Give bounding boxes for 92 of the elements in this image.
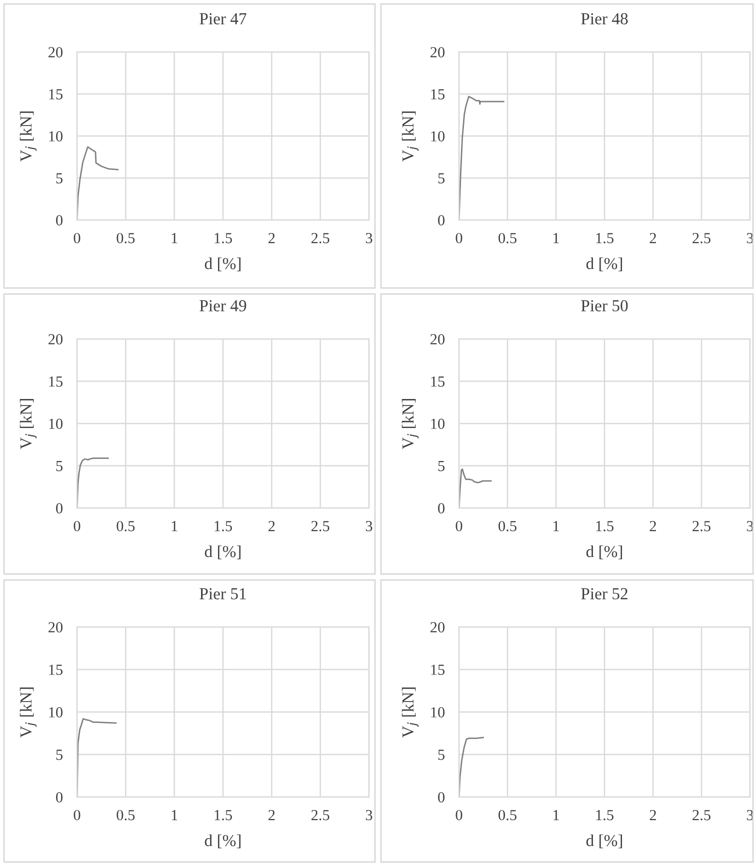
- x-axis-title: d [%]: [204, 834, 241, 848]
- y-axis-title: V$_{j}$ [kN]: [402, 112, 419, 162]
- x-tick-label: 0: [74, 232, 80, 244]
- x-tick-label: 1.5: [596, 810, 614, 820]
- x-tick-label: 0.5: [498, 810, 516, 820]
- x-tick-label: 3: [366, 810, 372, 820]
- y-tick-label: 15: [49, 89, 63, 100]
- y-tick-label: 5: [56, 750, 63, 760]
- x-tick-label: 0.5: [116, 232, 135, 244]
- x-tick-label: 1: [172, 521, 178, 532]
- x-tick-label: 2.5: [692, 520, 710, 532]
- y-tick-label: 20: [430, 622, 445, 632]
- y-tick-label: 0: [56, 503, 63, 514]
- x-tick-label: 3: [366, 520, 372, 532]
- x-axis-title: d [%]: [586, 257, 622, 272]
- y-axis-title: V$_{j}$ [kN]: [402, 399, 419, 450]
- chart-title: Pier 48: [581, 13, 628, 24]
- x-tick-label: 1.5: [214, 233, 232, 244]
- chart-title: Pier 51: [200, 588, 246, 600]
- x-tick-label: 1: [172, 233, 178, 244]
- y-tick-label: 0: [438, 215, 445, 226]
- y-tick-label: 5: [438, 173, 445, 184]
- x-tick-label: 1.5: [596, 521, 614, 532]
- x-tick-label: 0: [456, 232, 462, 244]
- x-tick-label: 0.5: [116, 520, 135, 532]
- x-tick-label: 1.5: [214, 521, 232, 532]
- x-tick-label: 0.5: [498, 520, 516, 532]
- y-tick-label: 15: [431, 664, 445, 675]
- x-tick-label: 2.5: [692, 232, 710, 244]
- x-tick-label: 2: [650, 232, 656, 244]
- x-tick-label: 2: [268, 810, 275, 820]
- y-axis-title: V$_{j}$ [kN]: [20, 112, 37, 162]
- x-tick-label: 2.5: [311, 810, 330, 820]
- y-tick-label: 5: [438, 750, 445, 760]
- x-tick-label: 2.5: [692, 810, 710, 820]
- y-axis-title: V$_{j}$ [kN]: [20, 688, 37, 738]
- x-tick-label: 0: [74, 520, 80, 532]
- x-tick-label: 1.5: [214, 810, 232, 820]
- y-tick-label: 20: [48, 334, 63, 344]
- y-tick-label: 5: [56, 461, 63, 472]
- chart-title: Pier 49: [200, 300, 246, 312]
- y-tick-label: 15: [431, 376, 445, 387]
- x-tick-label: 0.5: [116, 810, 135, 820]
- chart-title: Pier 50: [581, 300, 628, 312]
- y-tick-label: 0: [56, 792, 63, 802]
- x-tick-label: 3: [366, 232, 372, 244]
- y-tick-label: 0: [56, 215, 63, 226]
- y-tick-label: 5: [438, 461, 445, 472]
- x-axis-title: d [%]: [204, 257, 241, 272]
- chart-title: Pier 52: [581, 588, 628, 600]
- y-tick-label: 10: [49, 707, 63, 718]
- y-axis-title: V$_{j}$ [kN]: [20, 399, 37, 450]
- x-tick-label: 2.5: [311, 232, 330, 244]
- y-tick-label: 15: [49, 664, 63, 675]
- x-tick-label: 2: [268, 520, 275, 532]
- y-tick-label: 20: [430, 334, 445, 344]
- x-axis-title: d [%]: [586, 834, 622, 848]
- x-tick-label: 2.5: [311, 520, 330, 532]
- y-tick-label: 10: [49, 418, 63, 429]
- x-tick-label: 0: [456, 810, 462, 820]
- x-tick-label: 1: [554, 810, 559, 820]
- x-tick-label: 1: [172, 810, 178, 820]
- y-tick-label: 20: [48, 47, 63, 58]
- y-tick-label: 10: [431, 418, 445, 429]
- y-tick-label: 15: [431, 89, 445, 100]
- line-series: [459, 468, 492, 508]
- x-axis-title: d [%]: [204, 545, 241, 560]
- x-tick-label: 1: [554, 521, 559, 532]
- line-series: [459, 736, 484, 797]
- x-tick-label: 2: [268, 232, 275, 244]
- line-series: [77, 457, 109, 508]
- x-axis-title: d [%]: [586, 545, 622, 560]
- y-tick-label: 20: [48, 622, 63, 632]
- x-tick-label: 2: [650, 810, 656, 820]
- x-tick-label: 0: [456, 520, 462, 532]
- line-series: [459, 96, 504, 220]
- x-tick-label: 2: [650, 520, 656, 532]
- y-axis-title: V$_{j}$ [kN]: [402, 688, 419, 738]
- x-tick-label: 1.5: [596, 233, 614, 244]
- y-tick-label: 0: [438, 503, 445, 514]
- y-tick-label: 10: [431, 707, 445, 718]
- y-tick-label: 10: [49, 131, 63, 142]
- x-tick-label: 0: [74, 810, 80, 820]
- x-tick-label: 0.5: [498, 232, 516, 244]
- x-tick-label: 1: [554, 233, 559, 244]
- line-series: [77, 146, 119, 220]
- chart-title: Pier 47: [200, 13, 246, 24]
- y-tick-label: 5: [56, 173, 63, 184]
- y-tick-label: 20: [430, 47, 445, 58]
- y-tick-label: 15: [49, 376, 63, 387]
- y-tick-label: 10: [431, 131, 445, 142]
- y-tick-label: 0: [438, 792, 445, 802]
